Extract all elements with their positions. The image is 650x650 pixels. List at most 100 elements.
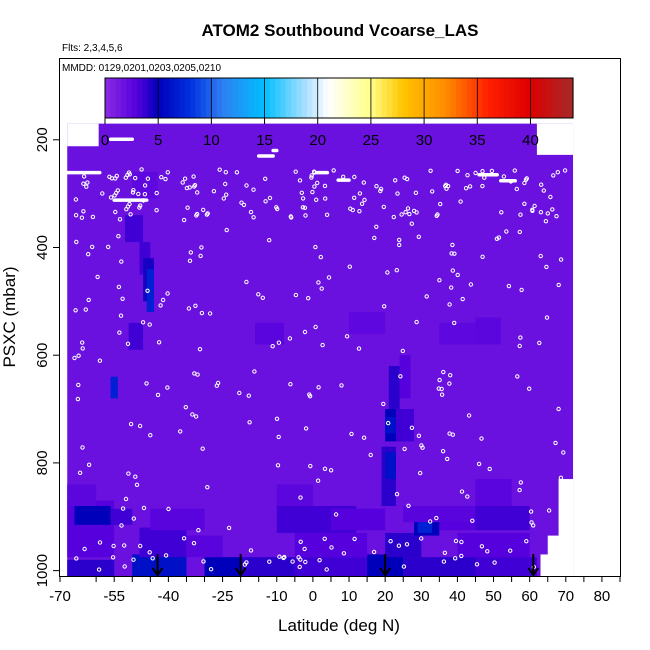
x-tick-label: -40 bbox=[158, 588, 180, 605]
colorbar-swatch bbox=[360, 78, 367, 118]
sample-circle bbox=[480, 169, 485, 174]
colorbar-swatch bbox=[434, 78, 441, 118]
colorbar-swatch bbox=[503, 78, 510, 118]
colorbar-swatch bbox=[344, 78, 351, 118]
sample-circle bbox=[194, 211, 200, 217]
sample-circle bbox=[416, 234, 421, 240]
sample-circle bbox=[81, 174, 87, 179]
heatmap-cell bbox=[399, 355, 411, 399]
colorbar-swatch bbox=[392, 78, 399, 118]
heatmap-cell bbox=[139, 527, 187, 558]
sample-circle bbox=[371, 549, 377, 555]
sample-circle bbox=[154, 190, 159, 196]
sample-circle bbox=[352, 536, 357, 542]
sample-circle bbox=[480, 254, 485, 259]
sample-circle bbox=[419, 536, 424, 541]
sample-circle bbox=[465, 173, 470, 178]
sample-circle bbox=[512, 168, 517, 173]
sample-circle bbox=[447, 381, 452, 386]
y-axis: 200 400 600 800 1000 bbox=[34, 127, 60, 587]
sample-circle bbox=[532, 203, 537, 209]
heatmap-empty-region bbox=[67, 123, 99, 147]
sample-circle bbox=[386, 420, 391, 426]
sample-circle bbox=[385, 270, 390, 275]
y-axis-label: PSXC (mbar) bbox=[0, 266, 19, 367]
sample-circle bbox=[403, 210, 408, 215]
sample-circle bbox=[322, 183, 328, 189]
sample-circle bbox=[75, 396, 81, 402]
sample-circle bbox=[515, 374, 520, 379]
sample-circle bbox=[187, 185, 192, 190]
colorbar-swatch bbox=[264, 78, 271, 118]
x-axis-label: Latitude (deg N) bbox=[278, 616, 400, 635]
colorbar-swatch bbox=[312, 78, 319, 118]
colorbar-swatch bbox=[397, 78, 404, 118]
sample-circle bbox=[126, 471, 131, 476]
sample-circle bbox=[349, 431, 354, 437]
sample-circle bbox=[352, 195, 357, 201]
sample-circle bbox=[313, 244, 318, 250]
x-tick-label: 0 bbox=[309, 588, 317, 605]
sample-circle bbox=[558, 475, 564, 480]
sample-circle bbox=[244, 279, 249, 285]
sample-circle bbox=[223, 181, 228, 187]
colorbar-border bbox=[104, 77, 574, 119]
sample-circle bbox=[119, 259, 124, 264]
colorbar-swatch bbox=[105, 78, 111, 118]
colorbar-swatch bbox=[445, 78, 452, 118]
sample-circle bbox=[223, 170, 229, 175]
sample-circle bbox=[524, 539, 529, 544]
sample-circle bbox=[409, 221, 414, 226]
sample-circle bbox=[479, 544, 485, 549]
sample-circle bbox=[154, 208, 159, 213]
heatmap-cell bbox=[204, 557, 241, 576]
sample-circle bbox=[300, 196, 306, 201]
colorbar-swatch bbox=[168, 78, 175, 118]
colorbar-swatch bbox=[253, 78, 260, 118]
colorbar-swatch bbox=[429, 78, 436, 118]
sample-circle bbox=[322, 536, 327, 541]
sample-circle bbox=[299, 190, 304, 196]
sample-circle bbox=[298, 539, 303, 544]
colorbar-swatch bbox=[200, 78, 207, 118]
sample-circle bbox=[452, 320, 457, 326]
sample-circle bbox=[86, 297, 91, 303]
sample-circle bbox=[302, 329, 308, 335]
sample-circle bbox=[182, 176, 188, 181]
sample-circle bbox=[126, 170, 132, 175]
sample-circle bbox=[316, 385, 321, 390]
sample-circle bbox=[133, 474, 138, 479]
latitude-arrow bbox=[234, 554, 247, 577]
sample-circle bbox=[117, 330, 122, 335]
sample-circle bbox=[200, 446, 205, 451]
sample-circle bbox=[237, 390, 242, 396]
heatmap-cell bbox=[67, 532, 115, 558]
sample-circle bbox=[361, 180, 366, 185]
sample-circle bbox=[517, 343, 522, 349]
heatmap-cell bbox=[67, 484, 97, 506]
sample-circle bbox=[548, 536, 553, 541]
heatmap-cell bbox=[385, 452, 396, 480]
colorbar-swatch bbox=[179, 78, 186, 118]
sample-circle bbox=[181, 217, 187, 223]
colorbar-tick-label: 20 bbox=[309, 132, 326, 149]
x-tick-label: 30 bbox=[413, 588, 430, 605]
sample-circle bbox=[324, 567, 329, 572]
sample-circle bbox=[156, 340, 162, 345]
colorbar-swatch bbox=[339, 78, 345, 118]
sample-circle bbox=[329, 545, 334, 550]
colorbar-swatch bbox=[525, 78, 532, 118]
sample-circle bbox=[81, 209, 86, 214]
sample-circle bbox=[96, 567, 102, 572]
sample-circle bbox=[134, 482, 140, 487]
sample-circle bbox=[374, 224, 379, 230]
sample-circle bbox=[251, 215, 256, 220]
sample-circle bbox=[302, 205, 308, 211]
sample-circle bbox=[95, 274, 100, 280]
sample-circle bbox=[160, 297, 166, 303]
sample-circle bbox=[138, 543, 143, 549]
sample-circle bbox=[350, 207, 355, 213]
sample-circle bbox=[180, 180, 185, 185]
sample-circle bbox=[293, 292, 299, 298]
